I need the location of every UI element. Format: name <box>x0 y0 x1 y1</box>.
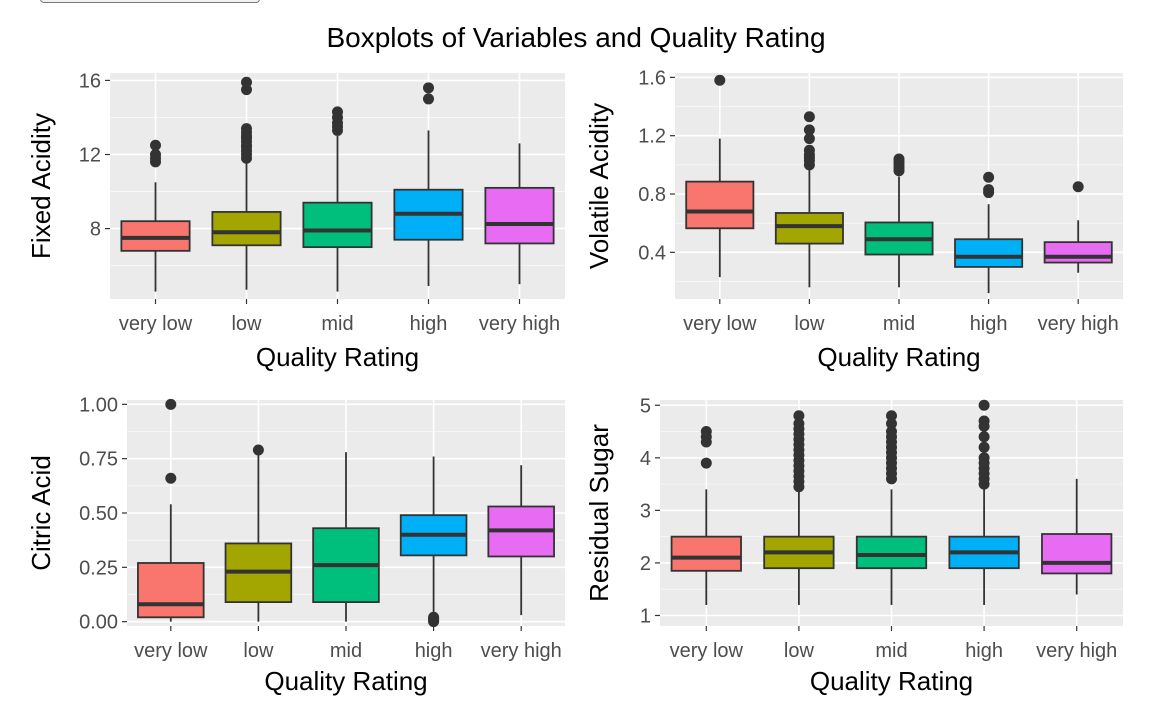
x-tick-label: low <box>784 640 815 662</box>
x-axis-title: Quality Rating <box>810 666 973 696</box>
x-tick-label: high <box>410 313 448 335</box>
y-tick-label: 0.25 <box>79 557 118 579</box>
x-tick-label: high <box>970 313 1008 335</box>
outlier-point <box>983 171 995 183</box>
x-axis-title: Quality Rating <box>256 342 419 372</box>
y-axis-title: Citric Acid <box>26 455 56 571</box>
y-tick-label: 1.2 <box>638 126 666 148</box>
x-tick-label: very low <box>683 313 757 335</box>
x-tick-label: very low <box>119 313 193 335</box>
outlier-point <box>700 426 712 438</box>
outlier-point <box>793 410 805 422</box>
y-tick-label: 0.00 <box>79 612 118 634</box>
y-tick-label: 12 <box>79 145 101 167</box>
outlier-point <box>714 74 726 86</box>
x-tick-label: mid <box>330 640 362 662</box>
y-tick-label: 8 <box>90 219 101 241</box>
y-tick-label: 0.8 <box>638 184 666 206</box>
box-very-low <box>670 535 742 572</box>
y-tick-label: 1 <box>640 605 651 627</box>
x-tick-label: very high <box>1036 640 1117 662</box>
box-very-high <box>1041 533 1113 575</box>
outlier-point <box>428 611 440 623</box>
outlier-point <box>150 149 161 161</box>
y-tick-label: 1.6 <box>638 67 666 89</box>
x-axis-title: Quality Rating <box>817 342 980 372</box>
outlier-point <box>978 399 990 411</box>
outlier-point <box>165 472 177 484</box>
x-tick-label: very low <box>670 640 744 662</box>
x-tick-label: mid <box>875 640 907 662</box>
outlier-point <box>978 431 990 443</box>
y-axis-title: Volatile Acidity <box>584 103 614 269</box>
x-tick-label: high <box>965 640 1003 662</box>
outlier-point <box>1072 181 1084 193</box>
y-axis-title: Residual Sugar <box>584 424 614 602</box>
outlier-point <box>886 426 897 438</box>
outlier-point <box>978 452 990 464</box>
box-low <box>211 211 282 247</box>
x-tick-label: mid <box>883 313 915 335</box>
outlier-point <box>803 111 815 123</box>
x-tick-label: low <box>794 313 825 335</box>
y-tick-label: 3 <box>640 500 651 522</box>
outlier-point <box>241 76 252 88</box>
outlier-point <box>978 441 990 453</box>
y-tick-label: 1.00 <box>79 394 118 416</box>
outlier-point <box>893 153 905 165</box>
outlier-point <box>803 133 815 145</box>
outlier-point <box>793 418 805 430</box>
x-tick-label: very low <box>134 640 208 662</box>
outlier-point <box>423 82 434 94</box>
x-axis-title: Quality Rating <box>264 666 427 696</box>
box-high <box>954 238 1024 268</box>
y-axis-title: Fixed Acidity <box>26 113 56 259</box>
y-tick-label: 0.4 <box>638 242 666 264</box>
box-low <box>774 212 844 245</box>
y-tick-label: 2 <box>640 553 651 575</box>
x-tick-label: very high <box>1038 313 1119 335</box>
box-mid <box>855 535 928 570</box>
page-title: Boxplots of Variables and Quality Rating <box>326 22 826 53</box>
outlier-point <box>165 398 177 410</box>
box-very-high <box>484 186 555 245</box>
y-tick-label: 5 <box>640 395 651 417</box>
outlier-point <box>803 144 815 156</box>
box-very-low <box>137 562 205 619</box>
x-tick-label: high <box>415 640 453 662</box>
outlier-point <box>241 123 252 135</box>
x-tick-label: mid <box>321 313 353 335</box>
x-tick-label: low <box>231 313 262 335</box>
y-tick-label: 0.50 <box>79 503 118 525</box>
outlier-point <box>978 415 990 427</box>
y-tick-label: 0.75 <box>79 449 118 471</box>
outlier-point <box>803 124 815 136</box>
outlier-point <box>252 444 264 456</box>
outlier-point <box>886 418 897 430</box>
outlier-point <box>332 106 343 118</box>
box-very-high <box>1043 241 1113 264</box>
x-tick-label: low <box>243 640 274 662</box>
outlier-point <box>150 139 161 151</box>
outlier-point <box>700 457 712 469</box>
outlier-point <box>886 410 897 422</box>
outlier-point <box>983 184 995 196</box>
y-tick-label: 16 <box>79 70 101 92</box>
outlier-point <box>423 93 434 105</box>
x-tick-label: very high <box>479 313 560 335</box>
box-mid <box>302 201 373 249</box>
x-tick-label: very high <box>481 640 562 662</box>
box-very-low <box>685 180 755 230</box>
y-tick-label: 4 <box>640 448 651 470</box>
